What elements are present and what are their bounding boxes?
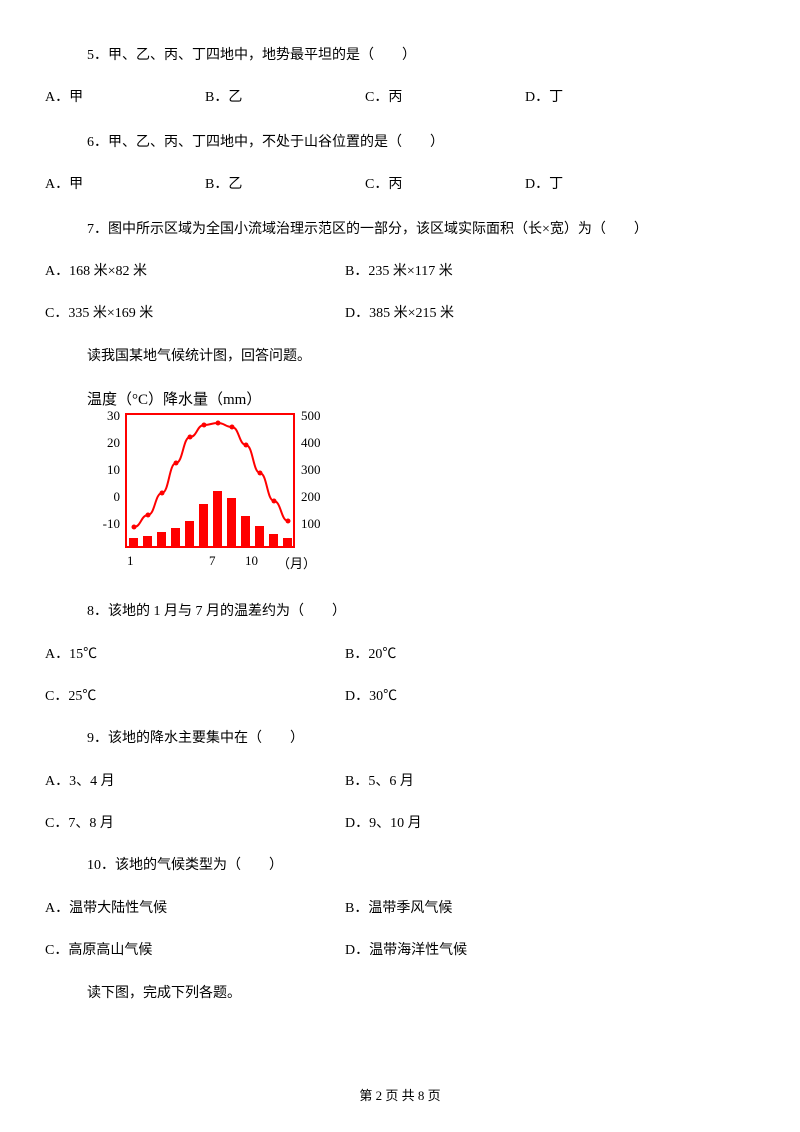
precip-bar-11	[269, 534, 278, 546]
q8-option-a: A．15℃	[45, 644, 345, 666]
q5-option-b: B．乙	[205, 87, 365, 109]
temp-point-4	[174, 461, 179, 466]
x-tick-7: 7	[209, 553, 216, 569]
q10-option-d: D．温带海洋性气候	[345, 940, 645, 962]
temp-tick-20: 20	[90, 435, 120, 451]
climate-intro: 读我国某地气候统计图，回答问题。	[87, 346, 755, 368]
question-8-options-row2: C．25℃ D．30℃	[45, 686, 755, 708]
chart-title: 温度（°C）降水量（mm）	[87, 388, 755, 409]
question-8-options-row1: A．15℃ B．20℃	[45, 644, 755, 666]
question-9-options-row2: C．7、8 月 D．9、10 月	[45, 813, 755, 835]
q5-option-a: A．甲	[45, 87, 205, 109]
q8-option-b: B．20℃	[345, 644, 645, 666]
question-10-options-row1: A．温带大陆性气候 B．温带季风气候	[45, 898, 755, 920]
temp-point-8	[230, 425, 235, 430]
temp-point-7	[216, 421, 221, 426]
precip-bar-9	[241, 516, 250, 546]
precip-bar-6	[199, 504, 208, 546]
q9-option-b: B．5、6 月	[345, 771, 645, 793]
next-intro: 读下图，完成下列各题。	[87, 983, 755, 1005]
precip-tick-500: 500	[301, 408, 321, 424]
q9-option-c: C．7、8 月	[45, 813, 345, 835]
question-6-options: A．甲 B．乙 C．丙 D．丁	[45, 174, 755, 196]
temp-point-11	[272, 499, 277, 504]
precip-bar-12	[283, 538, 292, 546]
question-6-text: 6．甲、乙、丙、丁四地中，不处于山谷位置的是（ ）	[87, 132, 755, 154]
temp-tick-0: 0	[90, 489, 120, 505]
q10-option-a: A．温带大陆性气候	[45, 898, 345, 920]
q5-option-c: C．丙	[365, 87, 525, 109]
climate-chart: 温度（°C）降水量（mm） 30 20 10 0 -10 500 400 300…	[87, 388, 755, 571]
precip-bar-3	[157, 532, 166, 546]
q10-option-c: C．高原高山气候	[45, 940, 345, 962]
precip-bar-5	[185, 521, 194, 546]
temp-tick-n10: -10	[90, 516, 120, 532]
question-10-text: 10．该地的气候类型为（ ）	[87, 855, 755, 877]
precip-bar-4	[171, 528, 180, 546]
q6-option-b: B．乙	[205, 174, 365, 196]
precip-tick-400: 400	[301, 435, 321, 451]
question-9-text: 9．该地的降水主要集中在（ ）	[87, 728, 755, 750]
q6-option-c: C．丙	[365, 174, 525, 196]
question-7-options-row2: C．335 米×169 米 D．385 米×215 米	[45, 303, 755, 325]
precip-bar-2	[143, 536, 152, 546]
precip-bar-7	[213, 491, 222, 546]
chart-box: 30 20 10 0 -10 500 400 300 200 100 1 7 1…	[87, 413, 297, 571]
q8-option-d: D．30℃	[345, 686, 645, 708]
temperature-points	[132, 421, 291, 530]
temp-point-10	[258, 471, 263, 476]
temp-point-9	[244, 443, 249, 448]
precip-bar-8	[227, 498, 236, 546]
temp-tick-10: 10	[90, 462, 120, 478]
q10-option-b: B．温带季风气候	[345, 898, 645, 920]
precip-tick-300: 300	[301, 462, 321, 478]
q7-option-d: D．385 米×215 米	[345, 303, 645, 325]
question-9-options-row1: A．3、4 月 B．5、6 月	[45, 771, 755, 793]
q6-option-a: A．甲	[45, 174, 205, 196]
x-tick-1: 1	[127, 553, 134, 569]
q7-option-c: C．335 米×169 米	[45, 303, 345, 325]
q7-option-b: B．235 米×117 米	[345, 261, 645, 283]
question-7-options-row1: A．168 米×82 米 B．235 米×117 米	[45, 261, 755, 283]
temp-point-3	[160, 491, 165, 496]
q7-option-a: A．168 米×82 米	[45, 261, 345, 283]
temperature-curve	[134, 423, 288, 527]
question-5-options: A．甲 B．乙 C．丙 D．丁	[45, 87, 755, 109]
precip-tick-200: 200	[301, 489, 321, 505]
question-8-text: 8．该地的 1 月与 7 月的温差约为（ ）	[87, 601, 755, 623]
temp-point-6	[202, 423, 207, 428]
precip-tick-100: 100	[301, 516, 321, 532]
temp-point-1	[132, 525, 137, 530]
question-7-text: 7．图中所示区域为全国小流域治理示范区的一部分，该区域实际面积（长×宽）为（ ）	[87, 219, 755, 241]
question-10-options-row2: C．高原高山气候 D．温带海洋性气候	[45, 940, 755, 962]
precip-bar-1	[129, 538, 138, 546]
x-unit: （月）	[277, 553, 316, 572]
chart-svg	[127, 415, 297, 550]
temp-tick-30: 30	[90, 408, 120, 424]
q8-option-c: C．25℃	[45, 686, 345, 708]
q6-option-d: D．丁	[525, 174, 685, 196]
temp-point-5	[188, 435, 193, 440]
page-footer: 第 2 页 共 8 页	[0, 1085, 800, 1104]
chart-plot-area	[125, 413, 295, 548]
precip-bar-10	[255, 526, 264, 546]
temp-point-12	[286, 519, 291, 524]
temp-point-2	[146, 513, 151, 518]
q9-option-a: A．3、4 月	[45, 771, 345, 793]
q5-option-d: D．丁	[525, 87, 685, 109]
question-5-text: 5．甲、乙、丙、丁四地中，地势最平坦的是（ ）	[87, 45, 755, 67]
x-tick-10: 10	[245, 553, 258, 569]
q9-option-d: D．9、10 月	[345, 813, 645, 835]
